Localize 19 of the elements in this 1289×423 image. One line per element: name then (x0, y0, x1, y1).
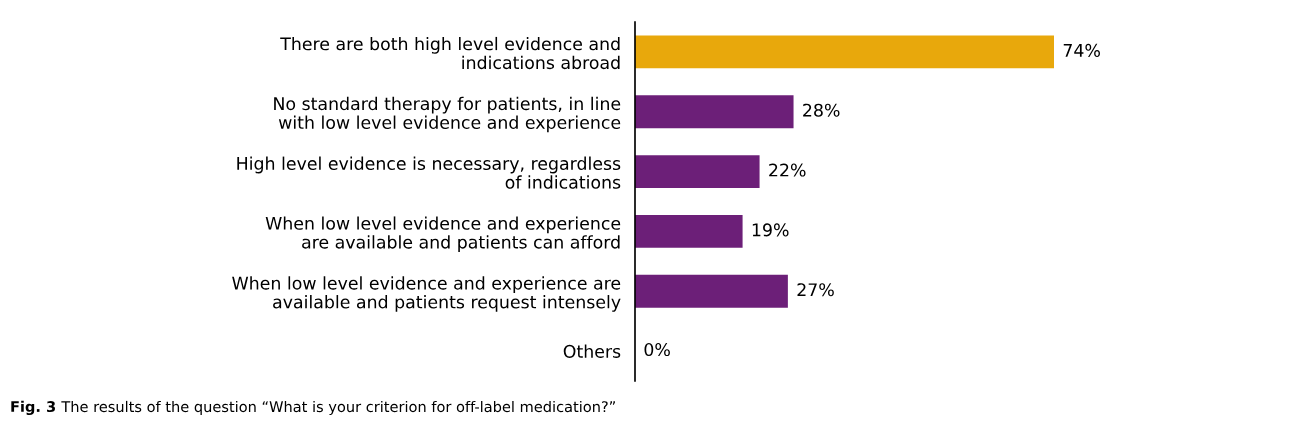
y-tick-label: High level evidence is necessary, regardless of indications (237, 156, 621, 189)
data-label: 27% (797, 283, 834, 297)
data-label: 28% (803, 103, 840, 117)
text: The results of the question “What is your criterion for off-label medication?” (61, 400, 615, 415)
y-tick-label: No standard therapy for patients, in line with low level evidence and experience (274, 96, 621, 133)
y-tick-label: There are both high level evidence and indications abroad (280, 36, 620, 70)
bar (635, 214, 743, 248)
data-label: 0% (644, 342, 670, 357)
data-label: 22% (769, 163, 806, 177)
bar (635, 35, 1054, 69)
data-label: 74% (1063, 43, 1100, 57)
bar (635, 274, 788, 308)
bar (635, 95, 794, 129)
y-tick-label: Others (563, 344, 621, 358)
y-tick-label: When low level evidence and experience are available and patients request intensely (232, 276, 621, 312)
data-label: 19% (752, 223, 789, 237)
y-tick-label: When low level evidence and experience are available and patients can afford (265, 216, 621, 252)
caption: Fig. 3 (11, 400, 55, 415)
bar (635, 155, 760, 189)
